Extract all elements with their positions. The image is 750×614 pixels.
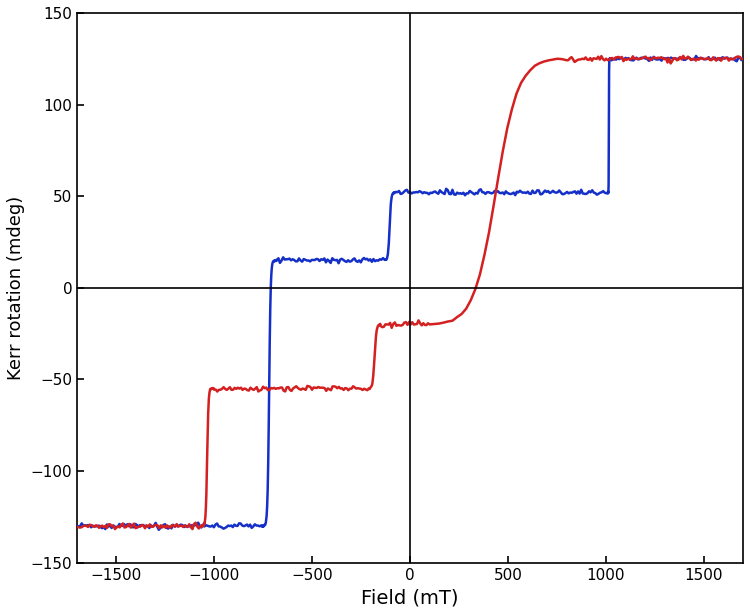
- Y-axis label: Kerr rotation (mdeg): Kerr rotation (mdeg): [7, 196, 25, 380]
- X-axis label: Field (mT): Field (mT): [362, 588, 459, 607]
